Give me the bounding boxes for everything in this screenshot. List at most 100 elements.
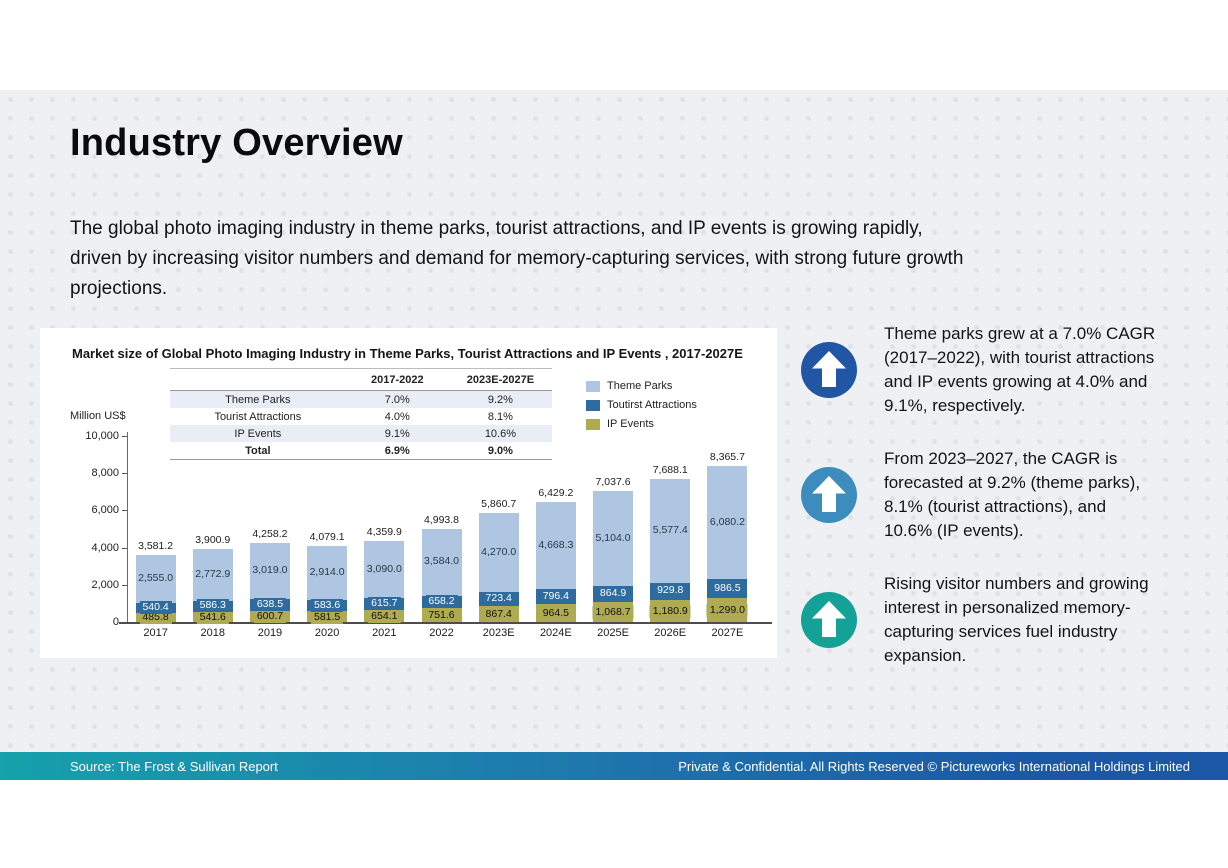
- cagr-cell: 8.1%: [487, 410, 513, 423]
- legend-label: IP Events: [607, 418, 654, 430]
- cagr-row: Total 6.9% 9.0%: [170, 442, 552, 460]
- insight-text-line: Theme parks grew at a 7.0% CAGR: [884, 324, 1156, 343]
- x-axis-category-label: 2025E: [597, 627, 629, 639]
- theme-parks-value-label: 3,019.0: [252, 563, 288, 576]
- cagr-row: IP Events 9.1% 10.6%: [170, 425, 552, 442]
- cagr-cell: 9.1%: [345, 425, 449, 442]
- legend-swatch: [586, 418, 600, 430]
- ip-events-value-label: 581.5: [310, 610, 344, 624]
- ip-events-value-label: 485.8: [139, 611, 172, 625]
- bar-total-label: 3,581.2: [138, 540, 174, 553]
- y-tick-mark: [122, 547, 127, 549]
- ip-events-value-label: 1,180.9: [649, 605, 691, 619]
- ip-events-value-label: 1,299.0: [706, 603, 748, 617]
- ip-events-value-label: 600.7: [253, 610, 287, 624]
- y-tick-mark: [122, 510, 127, 512]
- theme-parks-value-label: 2,772.9: [195, 568, 231, 581]
- footer-source-text: Source: The Frost & Sullivan Report: [70, 758, 278, 774]
- y-tick-mark: [122, 584, 127, 586]
- ip-events-value-label: 751.6: [425, 609, 458, 622]
- tourist-attractions-value-label: 658.2: [425, 594, 458, 608]
- bar-total-label: 5,860.7: [481, 497, 517, 510]
- slide-background: Industry Overview The global photo imagi…: [0, 90, 1228, 780]
- x-axis-category-label: 2018: [200, 627, 225, 639]
- cagr-header-forecast: 2023E-2027E: [448, 368, 552, 391]
- bar-segment-theme-parks: [593, 491, 634, 587]
- insight-text-line: 8.1% (tourist attractions), and: [884, 497, 1107, 516]
- tourist-attractions-value-label: 583.6: [310, 598, 344, 612]
- y-axis-unit-label: Million US$: [70, 410, 126, 422]
- insight-text: Rising visitor numbers and growing intere…: [884, 572, 1149, 668]
- tourist-attractions-value-label: 540.4: [139, 600, 172, 614]
- theme-parks-value-label: 2,555.0: [138, 572, 174, 585]
- y-tick-label: 0: [112, 616, 119, 628]
- bar-total-label: 4,079.1: [309, 531, 345, 544]
- y-tick-label: 10,000: [85, 430, 119, 442]
- bar-total-label: 4,258.2: [252, 527, 288, 540]
- insight-text: Theme parks grew at a 7.0% CAGR (2017–202…: [884, 322, 1155, 418]
- footer-bar: Source: The Frost & Sullivan Report Priv…: [0, 752, 1228, 780]
- chart-title: Market size of Global Photo Imaging Indu…: [72, 346, 743, 361]
- bar-total-label: 7,688.1: [652, 464, 688, 476]
- legend-item: Toutirst Attractions: [586, 399, 697, 411]
- tourist-attractions-value-label: 586.3: [196, 599, 229, 613]
- cagr-cell: 4.0%: [384, 410, 410, 423]
- theme-parks-value-label: 3,584.0: [423, 555, 460, 568]
- bar-total-label: 4,993.8: [423, 514, 460, 527]
- cagr-cell: Tourist Attractions: [214, 410, 302, 423]
- page-title: Industry Overview: [70, 122, 403, 164]
- x-axis-category-label: 2019: [257, 627, 283, 639]
- tourist-attractions-value-label: 929.8: [654, 584, 687, 598]
- theme-parks-value-label: 4,668.3: [538, 538, 574, 551]
- y-tick-label: 4,000: [91, 541, 119, 554]
- tourist-attractions-value-label: 986.5: [711, 581, 744, 595]
- cagr-cell: Total: [170, 442, 346, 460]
- insight-text-line: From 2023–2027, the CAGR is: [884, 449, 1118, 468]
- cagr-cell: 9.0%: [448, 442, 552, 460]
- insight-text-line: expansion.: [884, 646, 967, 665]
- insight-text-line: forecasted at 9.2% (theme parks),: [884, 473, 1141, 492]
- bar-total-label: 6,429.2: [538, 487, 574, 500]
- tourist-attractions-value-label: 723.4: [482, 592, 515, 606]
- bar-segment-theme-parks: [192, 549, 233, 601]
- y-tick-label: 8,000: [91, 467, 119, 480]
- footer-copyright-text: Private & Confidential. All Rights Reser…: [678, 758, 1190, 774]
- bar-total-label: 3,900.9: [195, 534, 231, 547]
- insight-text-line: capturing services fuel industry: [884, 622, 1118, 641]
- insight-item: Theme parks grew at a 7.0% CAGR (2017–202…: [801, 322, 1225, 418]
- arrow-up-circle-icon: [801, 342, 857, 398]
- theme-parks-value-label: 3,090.0: [366, 562, 402, 575]
- market-size-chart-card: Market size of Global Photo Imaging Indu…: [40, 328, 777, 658]
- y-tick-mark: [122, 473, 127, 475]
- insight-text-line: Rising visitor numbers and growing: [884, 574, 1149, 593]
- x-axis-category-label: 2027E: [711, 627, 744, 639]
- cagr-cell: IP Events: [170, 425, 346, 442]
- insight-text-line: 10.6% (IP events).: [884, 521, 1024, 540]
- cagr-cell: 7.0%: [345, 390, 449, 408]
- x-axis-category-label: 2021: [372, 627, 397, 639]
- cagr-cell: Theme Parks: [170, 390, 346, 408]
- ip-events-value-label: 541.6: [196, 610, 229, 624]
- theme-parks-value-label: 2,914.0: [309, 566, 345, 579]
- cagr-header-row: 2017-2022 2023E-2027E: [170, 368, 552, 391]
- ip-events-value-label: 867.4: [482, 607, 515, 621]
- theme-parks-value-label: 4,270.0: [481, 545, 517, 558]
- y-axis-line: [127, 432, 128, 622]
- theme-parks-value-label: 6,080.2: [709, 515, 745, 528]
- ip-events-value-label: 1,068.7: [592, 606, 634, 620]
- insight-text-line: and IP events growing at 4.0% and: [884, 372, 1148, 391]
- cagr-cell: 10.6%: [448, 425, 552, 442]
- ip-events-value-label: 964.5: [539, 607, 572, 621]
- cagr-header-historic: 2017-2022: [345, 368, 449, 391]
- bar-segment-theme-parks: [364, 540, 405, 599]
- x-axis-category-label: 2017: [143, 627, 168, 639]
- bar-segment-theme-parks: [478, 512, 519, 593]
- y-tick-label: 6,000: [91, 504, 119, 517]
- bar-segment-theme-parks: [249, 542, 290, 599]
- x-axis-category-label: 2020: [314, 627, 340, 639]
- x-axis-line: [119, 622, 772, 624]
- insights-panel: Theme parks grew at a 7.0% CAGR (2017–202…: [801, 322, 1225, 697]
- x-axis-category-label: 2024E: [539, 627, 572, 639]
- intro-text: The global photo imaging industry in the…: [70, 214, 963, 304]
- x-axis-category-label: 2022: [429, 627, 454, 639]
